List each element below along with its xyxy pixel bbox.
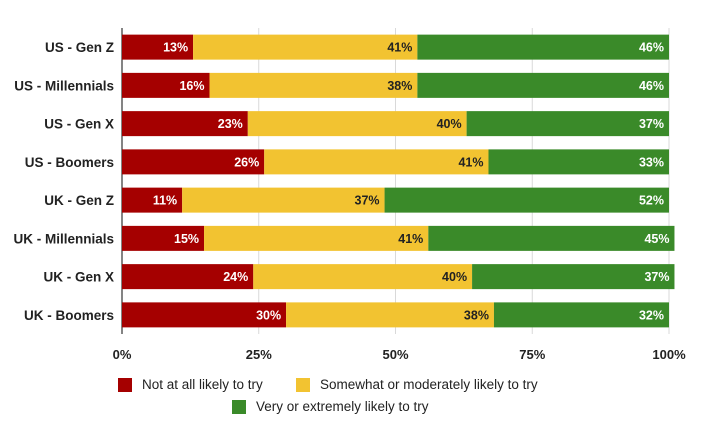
bar-very-or-extremely-likely-to-try (472, 264, 675, 290)
category-label: UK - Gen Z (44, 193, 114, 208)
data-label: 45% (644, 232, 669, 246)
legend-label-not-likely: Not at all likely to try (142, 377, 263, 392)
data-label: 38% (464, 308, 489, 322)
x-tick-label: 75% (519, 347, 545, 362)
bar-somewhat-or-moderately-likely-to-try (253, 264, 473, 290)
category-label: US - Boomers (25, 155, 114, 170)
legend-item-not-likely: Not at all likely to try (118, 377, 263, 392)
data-label: 37% (355, 194, 380, 208)
bar-not-at-all-likely-to-try (122, 111, 248, 137)
data-label: 46% (639, 41, 664, 55)
bar-not-at-all-likely-to-try (122, 264, 254, 290)
legend-swatch-not-likely (118, 377, 132, 392)
data-label: 15% (174, 232, 199, 246)
bar-very-or-extremely-likely-to-try (428, 225, 675, 251)
legend-item-somewhat-likely: Somewhat or moderately likely to try (296, 377, 538, 392)
category-label: UK - Boomers (24, 308, 114, 323)
data-label: 33% (639, 155, 664, 169)
bar-not-at-all-likely-to-try (122, 34, 194, 60)
category-label: US - Gen Z (45, 40, 114, 55)
category-label: UK - Millennials (13, 231, 114, 246)
data-label: 41% (398, 232, 423, 246)
data-label: 24% (223, 270, 248, 284)
bar-somewhat-or-moderately-likely-to-try (264, 149, 489, 175)
data-label: 26% (234, 155, 259, 169)
bar-somewhat-or-moderately-likely-to-try (182, 187, 385, 213)
bar-not-at-all-likely-to-try (122, 225, 205, 251)
data-label: 40% (442, 270, 467, 284)
bar-somewhat-or-moderately-likely-to-try (247, 111, 467, 137)
x-tick-label: 25% (246, 347, 272, 362)
legend-swatch-somewhat-likely (296, 377, 310, 392)
data-label: 46% (639, 79, 664, 93)
category-label: US - Millennials (14, 78, 114, 93)
bars: 13% 41% 46% 16% 38% 46% 23% 40% 37% 26% 41% 33% 11% 3… (122, 34, 675, 328)
legend: Not at all likely to try Somewhat or mod… (0, 372, 702, 422)
legend-label-very-likely: Very or extremely likely to try (256, 399, 429, 414)
legend-swatch-very-likely (232, 399, 246, 414)
bar-somewhat-or-moderately-likely-to-try (209, 72, 418, 98)
data-label: 37% (644, 270, 669, 284)
bar-not-at-all-likely-to-try (122, 302, 287, 328)
category-label: UK - Gen X (43, 270, 114, 285)
data-label: 37% (639, 117, 664, 131)
data-label: 13% (163, 41, 188, 55)
data-label: 30% (256, 308, 281, 322)
stacked-bar-chart: 13% 41% 46% 16% 38% 46% 23% 40% 37% 26% 41% 33% 11% 3… (13, 28, 686, 362)
data-label: 23% (218, 117, 243, 131)
data-label: 40% (437, 117, 462, 131)
x-tick-label: 50% (382, 347, 408, 362)
data-label: 41% (458, 155, 483, 169)
data-label: 11% (153, 194, 177, 208)
bar-not-at-all-likely-to-try (122, 149, 265, 175)
legend-label-somewhat-likely: Somewhat or moderately likely to try (320, 377, 538, 392)
bar-somewhat-or-moderately-likely-to-try (193, 34, 418, 60)
data-label: 38% (387, 79, 412, 93)
bar-very-or-extremely-likely-to-try (493, 302, 669, 328)
data-label: 16% (179, 79, 204, 93)
data-label: 32% (639, 308, 664, 322)
x-tick-labels: 0% 25% 50% 75% 100% (113, 347, 686, 362)
category-labels: US - Gen Z US - Millennials US - Gen X US -… (13, 40, 114, 323)
bar-very-or-extremely-likely-to-try (488, 149, 669, 175)
bar-not-at-all-likely-to-try (122, 72, 210, 98)
bar-somewhat-or-moderately-likely-to-try (286, 302, 494, 328)
data-label: 52% (639, 194, 664, 208)
category-label: US - Gen X (44, 117, 114, 132)
bar-very-or-extremely-likely-to-try (384, 187, 669, 213)
bar-very-or-extremely-likely-to-try (417, 72, 669, 98)
bar-very-or-extremely-likely-to-try (417, 34, 669, 60)
bar-somewhat-or-moderately-likely-to-try (204, 225, 429, 251)
bar-not-at-all-likely-to-try (122, 187, 183, 213)
x-tick-label: 0% (113, 347, 132, 362)
x-tick-label: 100% (652, 347, 686, 362)
data-label: 41% (387, 41, 412, 55)
bar-very-or-extremely-likely-to-try (466, 111, 669, 137)
legend-item-very-likely: Very or extremely likely to try (232, 399, 429, 414)
